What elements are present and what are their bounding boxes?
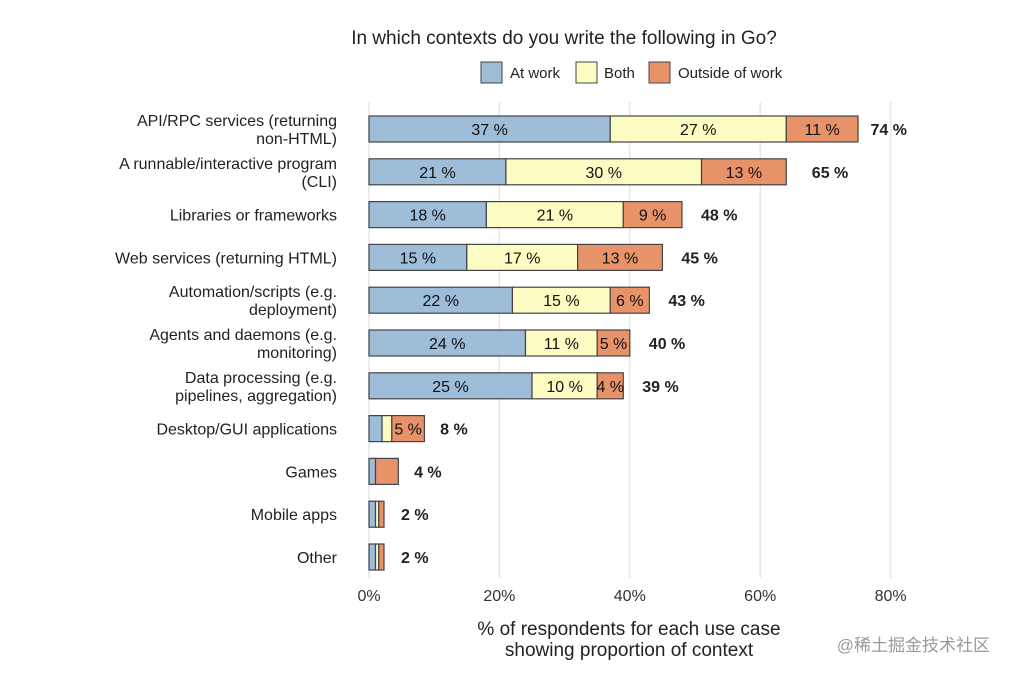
category-label: Games: [285, 464, 337, 481]
x-axis-title-line-2: showing proportion of context: [505, 640, 754, 661]
segment-value-label: 18 %: [409, 208, 445, 225]
bar-segment: [466, 243, 579, 271]
bar-segment: [368, 500, 377, 528]
legend-swatch: [648, 61, 671, 84]
watermark: @稀土掘金技术社区: [837, 636, 990, 655]
segment-value-label: 10 %: [546, 379, 582, 396]
segment-value-label: 5 %: [394, 422, 422, 439]
bars: 37 % 27 % 11 % 74 % 21 % 30 % 13 % 65 % 18 % 21 %…: [368, 115, 907, 571]
bar-segment: [622, 201, 683, 229]
segment-value-label: 13 %: [726, 165, 762, 182]
category-label: Other: [297, 550, 338, 567]
category-label: A runnable/interactive program: [119, 156, 337, 173]
bar-segment: [378, 543, 385, 571]
bar-segment: [391, 415, 426, 443]
legend-label: At work: [510, 65, 561, 82]
segment-value-label: 5 %: [600, 336, 628, 353]
bar-segment: [531, 372, 598, 400]
category-label: (CLI): [301, 174, 337, 191]
total-value-label: 2 %: [401, 507, 429, 524]
segment-value-label: 9 %: [639, 208, 667, 225]
segment-value-label: 21 %: [537, 208, 573, 225]
segment-value-label: 13 %: [602, 250, 638, 267]
x-tick-label: 80%: [875, 588, 907, 605]
bar-segment: [368, 415, 383, 443]
segment-value-label: 37 %: [471, 122, 507, 139]
total-value-label: 45 %: [681, 250, 717, 267]
segment-value-label: 4 %: [596, 379, 624, 396]
bar-segment: [368, 115, 611, 143]
bar-segment: [368, 372, 533, 400]
segment-value-label: 21 %: [419, 165, 455, 182]
bar-segment: [368, 201, 487, 229]
bar-segment: [368, 457, 377, 485]
segment-value-label: 25 %: [432, 379, 468, 396]
segment-value-label: 11 %: [804, 122, 839, 139]
total-value-label: 40 %: [649, 336, 685, 353]
total-value-label: 4 %: [414, 464, 442, 481]
segment-value-label: 6 %: [616, 293, 644, 310]
category-label: Web services (returning HTML): [115, 250, 337, 267]
category-label: Libraries or frameworks: [170, 208, 337, 225]
segment-value-label: 11 %: [544, 336, 579, 353]
segment-value-label: 24 %: [429, 336, 465, 353]
x-tick-label: 40%: [614, 588, 646, 605]
bar-segment: [368, 329, 527, 357]
segment-value-label: 15 %: [543, 293, 579, 310]
bar-segment: [368, 543, 377, 571]
total-value-label: 65 %: [812, 165, 848, 182]
bar-segment: [381, 415, 393, 443]
x-tick-label: 0%: [357, 588, 380, 605]
chart-title: In which contexts do you write the follo…: [351, 28, 777, 49]
bar-segment: [596, 329, 631, 357]
bar-segment: [374, 457, 399, 485]
category-label: deployment): [249, 302, 337, 319]
bar-segment: [596, 372, 624, 400]
legend-swatch: [575, 61, 598, 84]
category-label: Automation/scripts (e.g.: [169, 284, 337, 301]
total-value-label: 8 %: [440, 422, 468, 439]
total-value-label: 2 %: [401, 550, 429, 567]
bar-segment: [378, 500, 385, 528]
x-axis-ticks: 0% 20% 40% 60% 80%: [357, 588, 906, 605]
x-axis-title-line-1: % of respondents for each use case: [477, 619, 780, 640]
category-label: non-HTML): [256, 131, 337, 148]
legend-label: Outside of work: [678, 65, 783, 82]
bar-segment: [700, 158, 787, 186]
category-label: Mobile apps: [251, 507, 337, 524]
bar-segment: [785, 115, 859, 143]
segment-value-label: 15 %: [400, 250, 436, 267]
total-value-label: 74 %: [870, 122, 906, 139]
category-label: Data processing (e.g.: [185, 370, 337, 387]
segment-value-label: 27 %: [680, 122, 716, 139]
legend-swatch: [480, 61, 503, 84]
category-label: Agents and daemons (e.g.: [149, 327, 337, 344]
bar-segment: [505, 158, 703, 186]
bar-segment: [609, 115, 787, 143]
bar-segment: [577, 243, 664, 271]
total-value-label: 48 %: [701, 208, 737, 225]
legend-label: Both: [604, 65, 635, 82]
total-value-label: 39 %: [642, 379, 678, 396]
segment-value-label: 22 %: [422, 293, 458, 310]
bar-segment: [609, 286, 650, 314]
segment-value-label: 17 %: [504, 250, 540, 267]
segment-value-label: 30 %: [585, 165, 621, 182]
legend: At work Both Outside of work: [480, 61, 783, 84]
category-label: API/RPC services (returning: [137, 113, 337, 130]
total-value-label: 43 %: [668, 293, 704, 310]
x-tick-label: 60%: [744, 588, 776, 605]
category-label: monitoring): [257, 345, 337, 362]
bar-segment: [368, 286, 514, 314]
x-tick-label: 20%: [483, 588, 515, 605]
category-label: pipelines, aggregation): [175, 388, 337, 405]
category-label: Desktop/GUI applications: [156, 422, 337, 439]
